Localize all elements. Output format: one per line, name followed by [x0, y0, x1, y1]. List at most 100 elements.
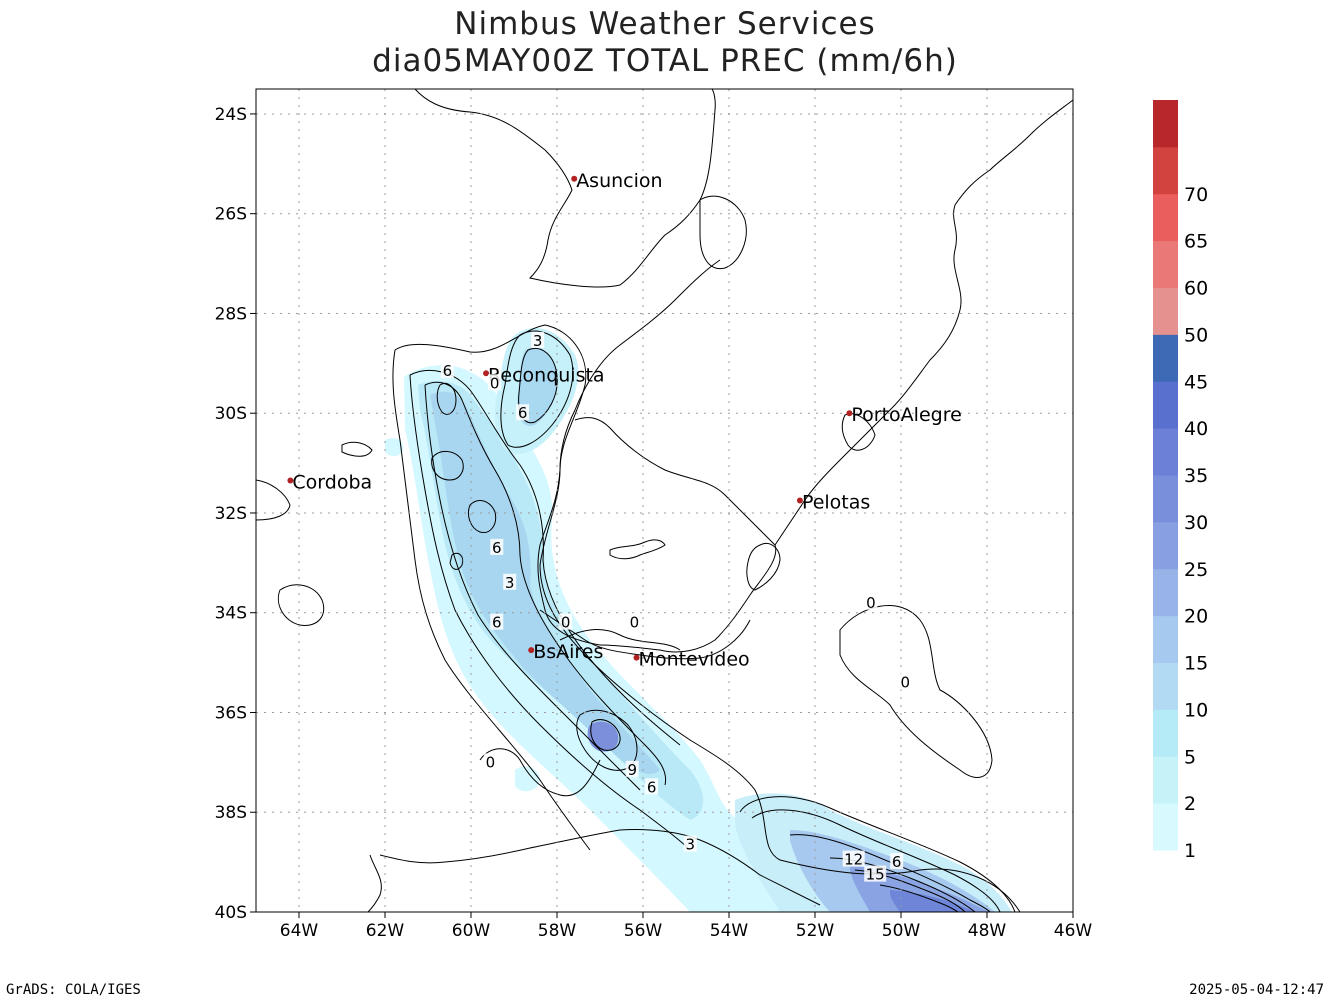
city-label: BsAires — [533, 641, 603, 663]
colorbar-label: 40 — [1184, 418, 1208, 440]
lon-tick-label: 62W — [366, 921, 405, 941]
contour-label-bg — [559, 613, 573, 630]
colorbar-swatch — [1153, 568, 1178, 617]
contour-label: 6 — [492, 539, 502, 557]
contour-3b — [409, 374, 691, 851]
precip-patch-cordoba — [385, 438, 404, 457]
colorbar-label: 20 — [1184, 606, 1208, 628]
contour-label-bg — [864, 593, 878, 610]
contour-label: 6 — [443, 362, 453, 380]
city-marker — [528, 647, 535, 654]
colorbar-label: 1 — [1184, 840, 1196, 862]
colorbar-swatch — [1153, 193, 1178, 242]
map-area: Asuncion Reconquista PortoAlegre Cordoba Pel… — [256, 89, 1073, 912]
lon-tick-label: 52W — [796, 921, 835, 941]
city-marker — [287, 477, 294, 484]
colorbar-label: 45 — [1184, 371, 1208, 393]
city-label: Asuncion — [576, 170, 662, 192]
contour-se-6 — [789, 834, 991, 912]
lat-tick-label: 40S — [215, 903, 247, 923]
contour-zero-bsas — [559, 629, 681, 651]
contour-inner-33s — [449, 552, 464, 570]
colorbar-label: 70 — [1184, 184, 1208, 206]
lat-tick-label: 34S — [215, 604, 247, 624]
city-label: PortoAlegre — [851, 404, 961, 426]
border-uruguay — [574, 417, 777, 653]
contour-label-bg — [503, 573, 517, 590]
lon-tick-label: 64W — [280, 921, 319, 941]
colorbar-swatch — [1153, 428, 1178, 476]
lon-tick-label: 50W — [882, 921, 921, 941]
contour-label-bg — [683, 835, 697, 852]
contour-label-bg — [490, 613, 504, 630]
colorbar-label: 15 — [1184, 653, 1208, 675]
colorbar-swatch — [1153, 240, 1178, 288]
lat-tick-label: 30S — [215, 404, 247, 424]
colorbar-swatch — [1153, 287, 1178, 335]
contour-6a — [424, 381, 667, 786]
colorbar-label: 60 — [1184, 278, 1208, 300]
contour-label-bg — [440, 361, 454, 378]
colorbar-label: 25 — [1184, 559, 1208, 581]
contour-zero-37s — [479, 748, 601, 797]
lat-tick-label: 38S — [215, 803, 247, 823]
precip-band-level-1 — [404, 365, 1010, 912]
contour-label: 0 — [486, 753, 496, 771]
lon-tick-label: 56W — [624, 921, 663, 941]
lon-tick-label: 58W — [538, 921, 577, 941]
lat-tick-label: 26S — [215, 205, 247, 225]
contour-label-bg — [531, 331, 545, 348]
contour-label: 0 — [490, 374, 500, 392]
colorbar-label: 50 — [1184, 324, 1208, 346]
city-label: Montevideo — [639, 649, 750, 671]
lat-tick-label: 24S — [215, 105, 247, 125]
coast-rio-de-la-plata — [539, 609, 751, 660]
latitude-axis: 24S 26S 28S 30S 32S 34S 36S 38S 40S — [215, 105, 256, 923]
colorbar-swatch — [1153, 146, 1178, 195]
coast-south-inlet — [367, 854, 382, 912]
contour-se-3 — [751, 809, 1001, 912]
lon-tick-label: 46W — [1054, 921, 1093, 941]
contour-label-bg — [898, 673, 912, 690]
coast-brazil — [774, 99, 1073, 546]
contour-zero-44w — [699, 195, 747, 270]
contour-label-bg — [625, 760, 639, 777]
contour-se-outer — [739, 796, 1016, 912]
contour-6b — [424, 384, 641, 791]
contour-label: 9 — [627, 761, 637, 779]
contour-label-bg — [864, 865, 887, 882]
title-line-2: dia05MAY00Z TOTAL PREC (mm/6h) — [372, 43, 958, 79]
contour-label: 6 — [647, 778, 657, 796]
lagoa-mirim — [746, 543, 781, 591]
contour-label-bg — [488, 374, 502, 391]
contour-north-3 — [500, 330, 574, 448]
city-markers: Asuncion Reconquista PortoAlegre Cordoba Pel… — [287, 170, 962, 671]
lon-tick-label: 60W — [452, 921, 491, 941]
coast-argentina — [379, 829, 821, 906]
colorbar-swatch — [1153, 756, 1178, 804]
footer-timestamp: 2025-05-04-12:47 — [1189, 982, 1324, 998]
figure-title: Nimbus Weather Services dia05MAY00Z TOTA… — [372, 6, 958, 79]
contour-outer-0 — [394, 324, 1021, 912]
colorbar-swatch — [1153, 381, 1178, 429]
contour-label: 6 — [492, 614, 502, 632]
colorbar-swatch — [1153, 662, 1178, 710]
contour-se-15 — [879, 884, 959, 912]
contour-label-bg — [483, 753, 497, 770]
city-marker — [846, 410, 853, 417]
contour-3a — [409, 369, 681, 746]
contour-label-bg — [842, 850, 865, 867]
lon-tick-label: 48W — [968, 921, 1007, 941]
contour-label-bg — [516, 404, 530, 421]
contour-inner-north — [436, 383, 457, 415]
colorbar-swatch — [1153, 521, 1178, 570]
colorbar-swatch — [1153, 615, 1178, 663]
precip-patch-south — [515, 766, 540, 792]
contour-label: 15 — [866, 866, 885, 884]
contour-zero-east — [839, 605, 993, 778]
colorbar-label: 35 — [1184, 465, 1208, 487]
lat-tick-label: 32S — [215, 504, 247, 524]
